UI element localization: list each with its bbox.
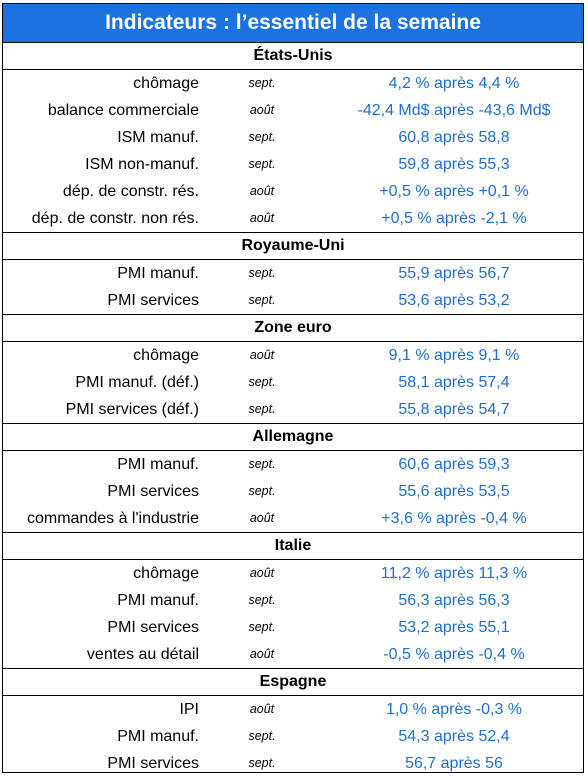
indicator-label: PMI services bbox=[107, 483, 199, 500]
table-row: PMI services sept. 56,7 après 56 bbox=[3, 750, 583, 777]
table-row: PMI manuf. sept. 56,3 après 56,3 bbox=[3, 587, 583, 614]
table-row: IPI août 1,0 % après -0,3 % bbox=[3, 696, 583, 723]
period-label: août bbox=[249, 647, 275, 661]
table-row: commandes à l'industrie août +3,6 % après … bbox=[3, 505, 583, 532]
indicator-value: 11,2 % après 11,3 % bbox=[380, 565, 528, 582]
table-row: PMI manuf. sept. 55,9 après 56,7 bbox=[3, 260, 583, 287]
indicator-label: PMI manuf. bbox=[117, 592, 199, 609]
period-label: sept. bbox=[248, 130, 276, 144]
indicator-value: 1,0 % après -0,3 % bbox=[385, 701, 523, 718]
indicator-value: -42,4 Md$ après -43,6 Md$ bbox=[357, 102, 551, 119]
table-row: dép. de constr. non rés. août +0,5 % après… bbox=[3, 205, 583, 232]
table-row: dép. de constr. rés. août +0,5 % après +0,… bbox=[3, 178, 583, 205]
indicator-label: balance commerciale bbox=[47, 102, 199, 119]
indicator-value: 56,7 après 56 bbox=[405, 755, 503, 772]
indicator-label: PMI services (déf.) bbox=[65, 401, 199, 418]
indicator-value: +0,5 % après -2,1 % bbox=[381, 210, 527, 227]
section-header: États-Unis bbox=[3, 43, 583, 70]
indicator-label: commandes à l'industrie bbox=[26, 510, 199, 527]
table-row: PMI manuf. sept. 54,3 après 52,4 bbox=[3, 723, 583, 750]
indicator-label: chômage bbox=[133, 565, 199, 582]
table-row: ISM manuf. sept. 60,8 après 58,8 bbox=[3, 124, 583, 151]
indicator-label: IPI bbox=[179, 701, 199, 718]
indicator-value: +0,5 % après +0,1 % bbox=[379, 183, 529, 200]
indicator-label: chômage bbox=[133, 75, 199, 92]
indicator-value: 53,2 après 55,1 bbox=[398, 619, 510, 636]
section-header: Italie bbox=[3, 532, 583, 560]
period-label: août bbox=[249, 566, 275, 580]
table-row: chômage août 11,2 % après 11,3 % bbox=[3, 560, 583, 587]
indicator-value: 56,3 après 56,3 bbox=[398, 592, 510, 609]
indicator-value: 60,6 après 59,3 bbox=[398, 456, 510, 473]
indicator-label: PMI services bbox=[107, 292, 199, 309]
period-label: sept. bbox=[248, 484, 276, 498]
period-label: sept. bbox=[248, 157, 276, 171]
period-label: sept. bbox=[248, 756, 276, 770]
period-label: sept. bbox=[248, 620, 276, 634]
table-title: Indicateurs : l’essentiel de la semaine bbox=[3, 4, 583, 43]
period-label: sept. bbox=[248, 375, 276, 389]
indicator-value: 4,2 % après 4,4 % bbox=[388, 75, 520, 92]
indicator-value: 59,8 après 55,3 bbox=[398, 156, 510, 173]
period-label: sept. bbox=[248, 457, 276, 471]
section-header: Royaume-Uni bbox=[3, 232, 583, 260]
indicator-label: PMI services bbox=[107, 755, 199, 772]
table-row: PMI services (déf.) sept. 55,8 après 54,7 bbox=[3, 396, 583, 423]
section-header: Zone euro bbox=[3, 314, 583, 342]
table-row: PMI services sept. 55,6 après 53,5 bbox=[3, 478, 583, 505]
period-label: août bbox=[249, 348, 275, 362]
indicator-label: chômage bbox=[133, 347, 199, 364]
indicator-value: 55,8 après 54,7 bbox=[398, 401, 510, 418]
period-label: août bbox=[249, 211, 275, 225]
section-body: chômage sept. 4,2 % après 4,4 % balance com… bbox=[3, 70, 583, 232]
table-row: ventes au détail août -0,5 % après -0,4 % bbox=[3, 641, 583, 668]
indicator-label: ISM manuf. bbox=[117, 129, 199, 146]
indicators-table: Indicateurs : l’essentiel de la semaine … bbox=[2, 3, 584, 773]
section-header: Espagne bbox=[3, 668, 583, 696]
table-row: PMI services sept. 53,2 après 55,1 bbox=[3, 614, 583, 641]
table-row: PMI manuf. sept. 60,6 après 59,3 bbox=[3, 451, 583, 478]
indicator-label: PMI services bbox=[107, 619, 199, 636]
indicator-value: 55,9 après 56,7 bbox=[398, 265, 510, 282]
table-row: PMI manuf. (déf.) sept. 58,1 après 57,4 bbox=[3, 369, 583, 396]
period-label: août bbox=[249, 702, 275, 716]
period-label: sept. bbox=[248, 593, 276, 607]
indicator-value: 53,6 après 53,2 bbox=[398, 292, 510, 309]
sections-container: États-Unis chômage sept. 4,2 % après 4,4 % b… bbox=[3, 43, 583, 777]
indicator-value: 55,6 après 53,5 bbox=[398, 483, 510, 500]
table-row: chômage sept. 4,2 % après 4,4 % bbox=[3, 70, 583, 97]
indicator-label: dép. de constr. non rés. bbox=[31, 210, 199, 227]
section-body: IPI août 1,0 % après -0,3 % PMI manuf. sept.… bbox=[3, 696, 583, 777]
indicator-label: PMI manuf. bbox=[117, 456, 199, 473]
indicator-label: dép. de constr. rés. bbox=[62, 183, 199, 200]
indicator-label: PMI manuf. (déf.) bbox=[75, 374, 199, 391]
indicator-label: ISM non-manuf. bbox=[85, 156, 199, 173]
table-row: balance commerciale août -42,4 Md$ après -… bbox=[3, 97, 583, 124]
indicator-value: 9,1 % après 9,1 % bbox=[388, 347, 520, 364]
indicator-value: -0,5 % après -0,4 % bbox=[383, 646, 525, 663]
table-row: chômage août 9,1 % après 9,1 % bbox=[3, 342, 583, 369]
section-body: chômage août 11,2 % après 11,3 % PMI manuf.… bbox=[3, 560, 583, 668]
period-label: août bbox=[249, 103, 275, 117]
table-row: PMI services sept. 53,6 après 53,2 bbox=[3, 287, 583, 314]
indicator-label: PMI manuf. bbox=[117, 728, 199, 745]
indicator-value: 60,8 après 58,8 bbox=[398, 129, 510, 146]
section-body: chômage août 9,1 % après 9,1 % PMI manuf. (… bbox=[3, 342, 583, 423]
table-row: ISM non-manuf. sept. 59,8 après 55,3 bbox=[3, 151, 583, 178]
indicator-label: ventes au détail bbox=[86, 646, 199, 663]
indicator-value: 58,1 après 57,4 bbox=[398, 374, 510, 391]
period-label: août bbox=[249, 511, 275, 525]
period-label: sept. bbox=[248, 729, 276, 743]
period-label: sept. bbox=[248, 293, 276, 307]
indicator-value: 54,3 après 52,4 bbox=[398, 728, 510, 745]
indicator-label: PMI manuf. bbox=[117, 265, 199, 282]
period-label: sept. bbox=[248, 76, 276, 90]
section-header: Allemagne bbox=[3, 423, 583, 451]
indicator-value: +3,6 % après -0,4 % bbox=[381, 510, 527, 527]
section-body: PMI manuf. sept. 60,6 après 59,3 PMI servic… bbox=[3, 451, 583, 532]
period-label: août bbox=[249, 184, 275, 198]
period-label: sept. bbox=[248, 402, 276, 416]
section-body: PMI manuf. sept. 55,9 après 56,7 PMI servic… bbox=[3, 260, 583, 314]
period-label: sept. bbox=[248, 266, 276, 280]
